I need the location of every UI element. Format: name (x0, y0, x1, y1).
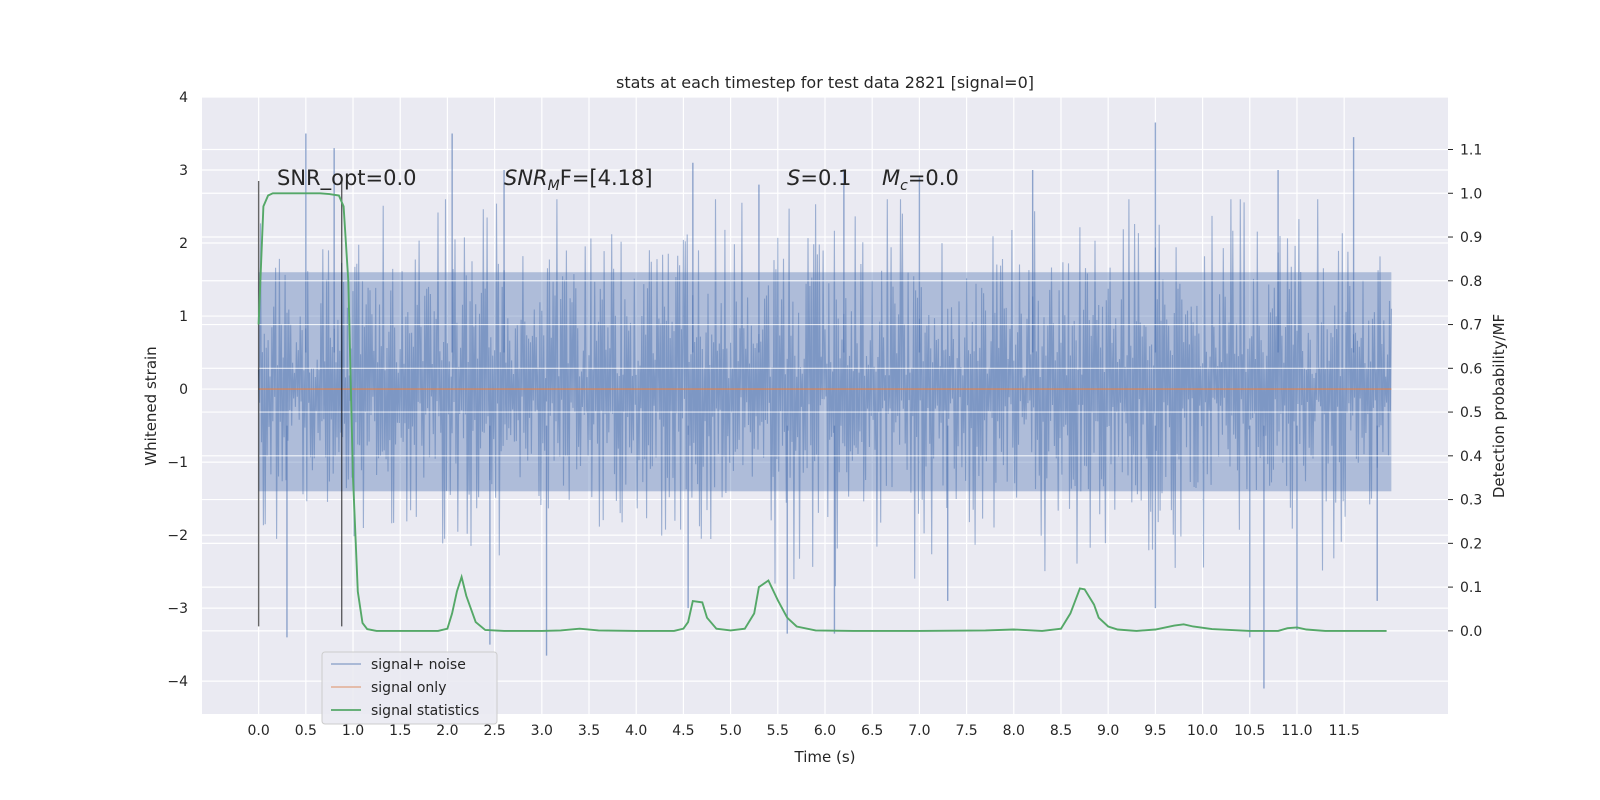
signal-noise-series (258, 122, 1392, 689)
x-tick-label-14: 7.0 (908, 723, 930, 739)
annotation-snr-opt: SNR_opt=0.0 (277, 166, 417, 191)
y-tick-label-right-10: 0.1 (1460, 580, 1482, 596)
legend-label-signal-statistics: signal statistics (371, 703, 479, 719)
annotation-mc-subscript: c (900, 178, 908, 194)
x-tick-label-21: 10.5 (1234, 723, 1265, 739)
x-tick-label-2: 1.0 (342, 723, 364, 739)
y-tick-label-right-2: 0.9 (1460, 230, 1482, 246)
y-tick-label-right-4: 0.7 (1460, 318, 1482, 334)
legend-label-signal-noise: signal+ noise (371, 657, 466, 673)
annotation-snr-mf: SNRMF=[4.18] (504, 166, 653, 194)
signal-statistics-line (257, 192, 1387, 632)
legend-box (321, 651, 498, 725)
x-tick-label-20: 10.0 (1187, 723, 1218, 739)
annotation-s-value: =0.1 (800, 166, 851, 190)
x-tick-label-9: 4.5 (672, 723, 694, 739)
annotation-mc: Mc=0.0 (882, 166, 959, 194)
x-tick-label-18: 9.0 (1097, 723, 1119, 739)
x-tick-label-7: 3.5 (578, 723, 600, 739)
annotation-snr-mf-symbol: SNR (504, 166, 548, 190)
y-tick-label-left-5: −1 (167, 455, 188, 471)
x-tick-label-3: 1.5 (389, 723, 411, 739)
x-tick-label-23: 11.5 (1329, 723, 1360, 739)
y-tick-label-right-6: 0.5 (1460, 405, 1482, 421)
y-tick-label-right-8: 0.3 (1460, 493, 1482, 509)
y-tick-label-left-6: −2 (167, 528, 188, 544)
y-tick-label-left-2: 2 (179, 236, 188, 252)
y-tick-label-right-5: 0.6 (1460, 361, 1482, 377)
y-tick-label-left-1: 3 (179, 163, 188, 179)
legend-label-signal-only: signal only (371, 680, 446, 696)
x-tick-label-19: 9.5 (1144, 723, 1166, 739)
signal-noise-trace (258, 199, 1392, 587)
y-tick-label-right-1: 1.0 (1460, 186, 1482, 202)
chart-title: stats at each timestep for test data 282… (616, 73, 1034, 92)
annotation-s: S=0.1 (787, 166, 851, 190)
y-tick-label-left-0: 4 (179, 90, 188, 106)
x-tick-label-16: 8.0 (1003, 723, 1025, 739)
x-tick-label-22: 11.0 (1281, 723, 1312, 739)
x-tick-label-11: 5.5 (767, 723, 789, 739)
annotation-snr-mf-value: F=[4.18] (560, 166, 653, 190)
legend: signal+ noise signal only signal statist… (321, 651, 498, 725)
x-tick-label-1: 0.5 (295, 723, 317, 739)
x-tick-label-0: 0.0 (248, 723, 270, 739)
x-tick-label-4: 2.0 (436, 723, 458, 739)
x-axis-label: Time (s) (794, 748, 856, 766)
y-tick-label-left-8: −4 (167, 674, 188, 690)
y-tick-label-left-7: −3 (167, 601, 188, 617)
x-tick-label-5: 2.5 (483, 723, 505, 739)
x-tick-label-6: 3.0 (531, 723, 553, 739)
x-tick-label-10: 5.0 (719, 723, 741, 739)
annotation-snr-mf-subscript: M (548, 178, 560, 194)
x-tick-label-17: 8.5 (1050, 723, 1072, 739)
x-tick-label-15: 7.5 (955, 723, 977, 739)
y-tick-label-right-7: 0.4 (1460, 449, 1482, 465)
x-tick-labels: 0.0 0.5 1.0 1.5 2.0 2.5 3.0 3.5 4.0 4.5 5.0 5.5 6.0 6… (248, 723, 1360, 739)
annotations: SNR_opt=0.0 SNRMF=[4.18] S=0.1 Mc=0.0 (277, 166, 959, 194)
x-tick-label-8: 4.0 (625, 723, 647, 739)
annotation-s-symbol: S (787, 166, 800, 190)
signal-noise-dense-band (258, 272, 1392, 492)
y-tick-label-right-9: 0.2 (1460, 536, 1482, 552)
x-tick-label-13: 6.5 (861, 723, 883, 739)
y-tick-label-right-11: 0.0 (1460, 624, 1482, 640)
overlay-lines (257, 180, 1392, 632)
y-axis-label-right: Detection probability/MF (1490, 314, 1508, 498)
y-tick-labels-left: 4 3 2 1 0 −1 −2 −3 −4 (167, 90, 188, 690)
x-tick-label-12: 6.0 (814, 723, 836, 739)
y-axis-label-left: Whitened strain (142, 346, 160, 465)
annotation-mc-value: =0.0 (908, 166, 959, 190)
y-tick-labels-right: 1.1 1.0 0.9 0.8 0.7 0.6 0.5 0.4 0.3 0.2 0.1 0.0 (1460, 143, 1482, 640)
y-tick-label-left-3: 1 (179, 309, 188, 325)
annotation-mc-symbol: M (882, 166, 900, 190)
y-tick-label-left-4: 0 (179, 382, 188, 398)
y-tick-label-right-0: 1.1 (1460, 143, 1482, 159)
y-tick-label-right-3: 0.8 (1460, 274, 1482, 290)
